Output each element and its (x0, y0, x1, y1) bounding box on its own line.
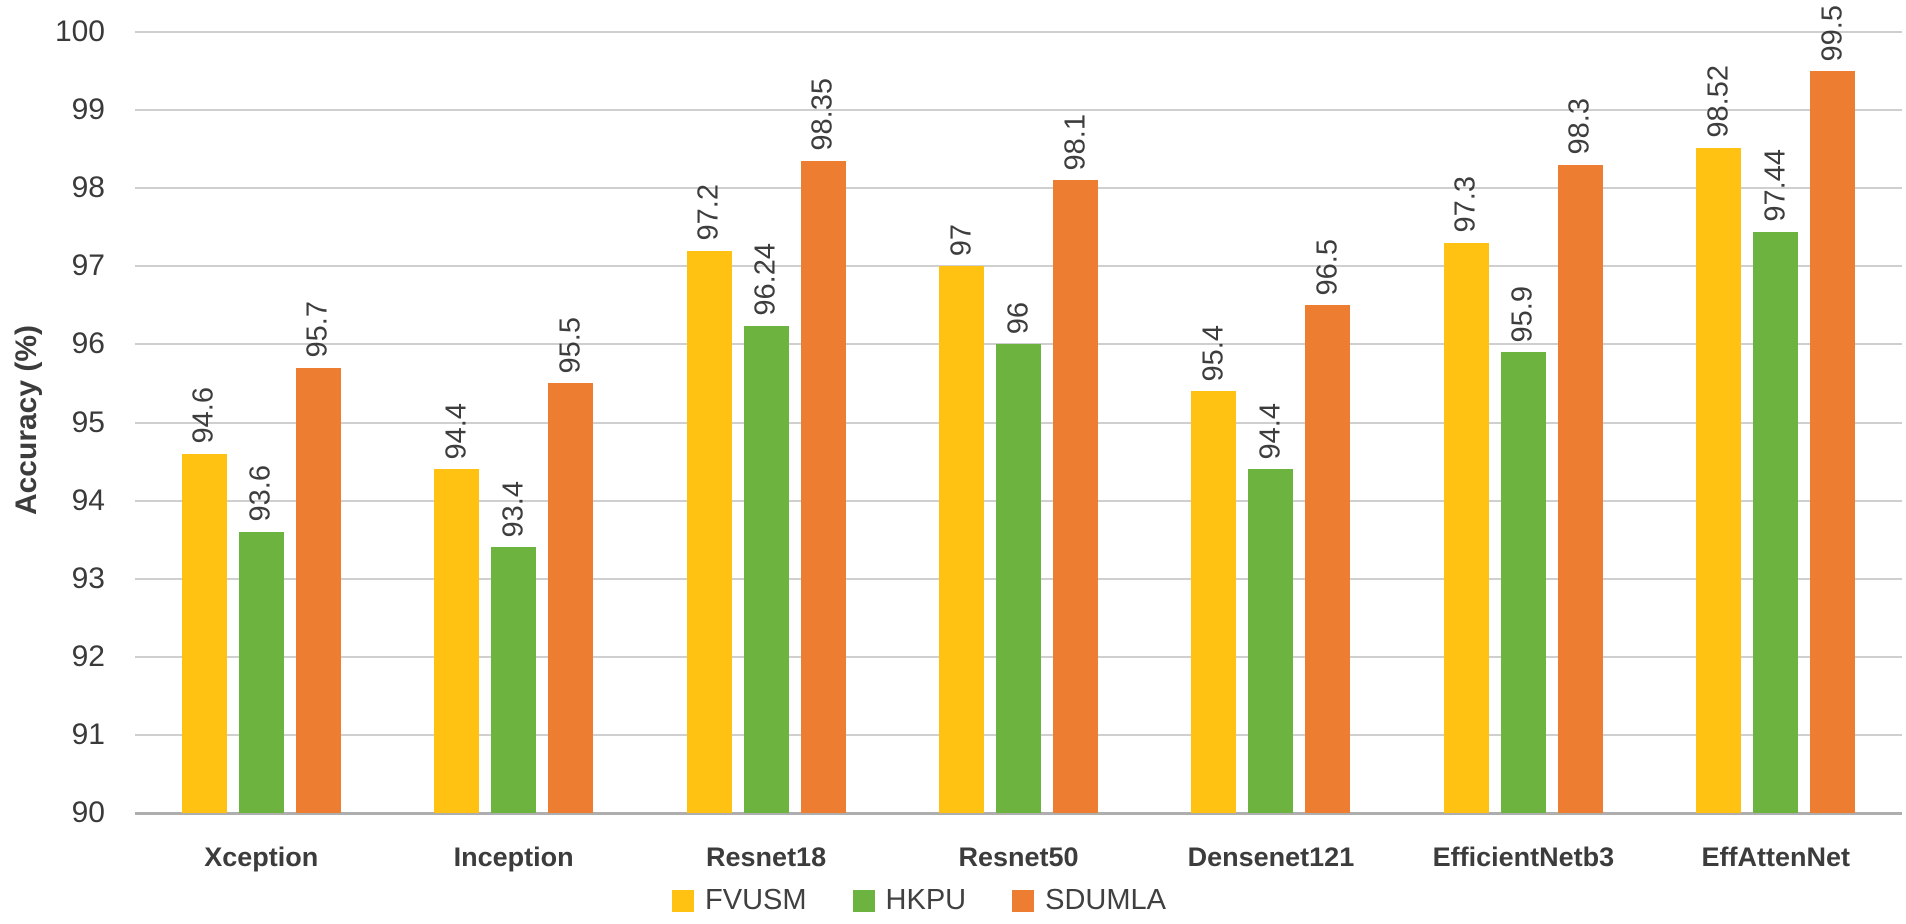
bar-hkpu-densenet121 (1248, 469, 1294, 813)
data-label: 99.5 (1816, 4, 1849, 62)
bar-fvusm-resnet50 (939, 266, 984, 813)
legend-swatch-icon (672, 889, 695, 912)
x-category-label: Inception (453, 842, 574, 872)
y-tick-label: 90 (71, 796, 105, 829)
legend-swatch-icon (1012, 889, 1035, 912)
bar-hkpu-resnet18 (743, 325, 789, 813)
data-label: 98.1 (1058, 113, 1091, 171)
bar-fvusm-inception (434, 469, 480, 813)
bar-hkpu-effattennet (1753, 231, 1799, 813)
gridline (135, 812, 1902, 815)
y-tick-label: 98 (71, 171, 105, 205)
legend-swatch-icon (852, 889, 875, 912)
data-label: 98.35 (806, 78, 839, 151)
legend-label: SDUMLA (1045, 884, 1166, 916)
data-label: 94.4 (1254, 402, 1287, 460)
bar-sdumla-resnet18 (800, 160, 846, 813)
data-label: 93.4 (496, 481, 529, 538)
data-label: 96.5 (1311, 238, 1344, 296)
legend: FVUSM HKPU SDUMLA (0, 886, 1872, 915)
bar-sdumla-inception (548, 383, 594, 813)
bar-fvusm-efficientnetb3 (1443, 242, 1489, 813)
bar-fvusm-xception (181, 453, 227, 813)
gridline (135, 31, 1902, 33)
y-tick-label: 94 (71, 483, 105, 517)
legend-label: HKPU (885, 884, 967, 916)
data-label: 95.5 (553, 317, 586, 374)
data-label: 93.6 (244, 465, 277, 522)
data-label: 97.2 (692, 184, 725, 241)
bar-hkpu-resnet50 (996, 344, 1041, 813)
gridline (135, 109, 1902, 112)
x-category-label: Resnet18 (706, 842, 827, 872)
bar-fvusm-densenet121 (1191, 391, 1237, 813)
data-label: 95.4 (1197, 324, 1230, 382)
data-label: 98.52 (1702, 65, 1735, 138)
x-category-label: EfficientNetb3 (1432, 842, 1615, 872)
data-label: 98.3 (1563, 98, 1596, 155)
bar-sdumla-resnet50 (1053, 180, 1098, 813)
legend-item-sdumla: SDUMLA (1012, 886, 1166, 915)
y-tick-label: 99 (71, 93, 105, 127)
y-tick-label: 92 (71, 639, 105, 673)
bar-sdumla-effattennet (1810, 71, 1856, 813)
bar-hkpu-inception (491, 547, 537, 813)
data-label: 96.24 (749, 243, 782, 316)
data-label: 97.3 (1449, 176, 1482, 233)
bar-fvusm-resnet18 (686, 250, 732, 813)
y-tick-label: 93 (71, 561, 105, 595)
x-category-label: EffAttenNet (1701, 842, 1851, 872)
bar-hkpu-xception (238, 531, 284, 813)
y-tick-label: 97 (71, 249, 105, 283)
data-label: 97 (944, 224, 977, 257)
data-label: 94.6 (187, 387, 220, 444)
y-tick-label: 95 (71, 405, 105, 439)
legend-label: FVUSM (705, 884, 807, 916)
x-category-label: Densenet121 (1187, 842, 1355, 872)
data-label: 95.9 (1506, 285, 1539, 343)
bar-sdumla-xception (295, 367, 341, 813)
data-label: 95.7 (301, 301, 334, 358)
y-tick-label: 91 (71, 717, 105, 751)
gridline (135, 187, 1902, 190)
bar-fvusm-effattennet (1696, 147, 1742, 813)
x-category-label: Xception (204, 842, 319, 872)
bar-sdumla-densenet121 (1305, 305, 1351, 813)
gridline (135, 265, 1902, 268)
bar-hkpu-efficientnetb3 (1500, 352, 1546, 813)
y-tick-label: 100 (54, 15, 105, 48)
legend-item-fvusm: FVUSM (672, 886, 807, 915)
data-label: 96 (1001, 302, 1034, 335)
legend-item-hkpu: HKPU (852, 884, 967, 916)
bar-sdumla-efficientnetb3 (1557, 164, 1603, 813)
data-label: 94.4 (439, 402, 472, 460)
x-category-label: Resnet50 (958, 842, 1079, 872)
data-label: 97.44 (1759, 149, 1792, 222)
y-tick-label: 96 (71, 327, 105, 361)
